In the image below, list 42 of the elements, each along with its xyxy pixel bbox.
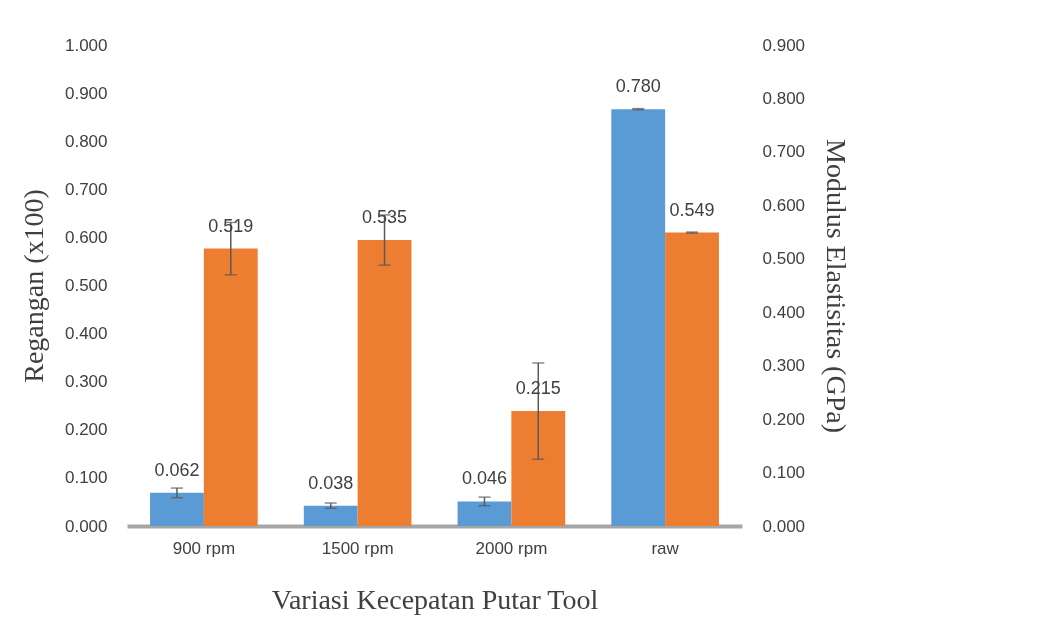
y2-tick-label: 0.800 bbox=[762, 88, 806, 108]
y-tick-label: 0.800 bbox=[64, 131, 108, 151]
y-tick-label: 0.700 bbox=[64, 179, 108, 199]
data-label: 0.780 bbox=[615, 76, 661, 97]
bar bbox=[511, 411, 566, 526]
y2-tick-label: 0.600 bbox=[762, 195, 806, 215]
y-tick-label: 0.900 bbox=[64, 83, 108, 103]
bar bbox=[611, 109, 666, 526]
y2-tick-label: 0.100 bbox=[762, 463, 806, 483]
data-label: 0.535 bbox=[362, 207, 408, 228]
y2-tick-label: 0.500 bbox=[762, 249, 806, 269]
y2-tick-label: 0.400 bbox=[762, 302, 806, 322]
y-tick-label: 0.000 bbox=[64, 516, 108, 536]
x-tick-label: 1500 rpm bbox=[321, 538, 394, 558]
bar bbox=[303, 505, 358, 526]
y-tick-label: 0.200 bbox=[64, 420, 108, 440]
y-tick-label: 0.600 bbox=[64, 227, 108, 247]
bar bbox=[357, 240, 412, 526]
data-label: 0.046 bbox=[461, 468, 507, 489]
bar bbox=[150, 492, 204, 526]
y-axis-title: Regangan (x100) bbox=[17, 189, 49, 383]
x-tick-label: 900 rpm bbox=[172, 538, 236, 558]
y-tick-label: 0.100 bbox=[64, 468, 108, 488]
y-tick-label: 0.500 bbox=[64, 276, 108, 295]
x-tick-label: raw bbox=[651, 538, 680, 558]
y2-tick-label: 0.900 bbox=[762, 35, 806, 55]
data-label: 0.038 bbox=[308, 472, 354, 493]
bar bbox=[457, 501, 512, 526]
y2-tick-label: 0.300 bbox=[762, 356, 806, 376]
bar bbox=[203, 248, 258, 526]
y-tick-label: 0.400 bbox=[64, 324, 108, 344]
y-tick-label: 0.300 bbox=[64, 372, 108, 392]
y2-tick-label: 0.700 bbox=[762, 142, 806, 162]
y-tick-label: 1.000 bbox=[64, 35, 108, 55]
data-label: 0.062 bbox=[154, 459, 200, 480]
bar bbox=[665, 232, 719, 526]
y2-tick-label: 0.200 bbox=[762, 409, 806, 429]
y2-axis-title: Modulus Elastisitas (GPa) bbox=[821, 139, 853, 433]
x-tick-label: 2000 rpm bbox=[475, 538, 548, 558]
data-label: 0.549 bbox=[669, 199, 715, 220]
x-axis-title: Variasi Kecepatan Putar Tool bbox=[271, 583, 599, 615]
y2-tick-label: 0.000 bbox=[762, 516, 806, 536]
